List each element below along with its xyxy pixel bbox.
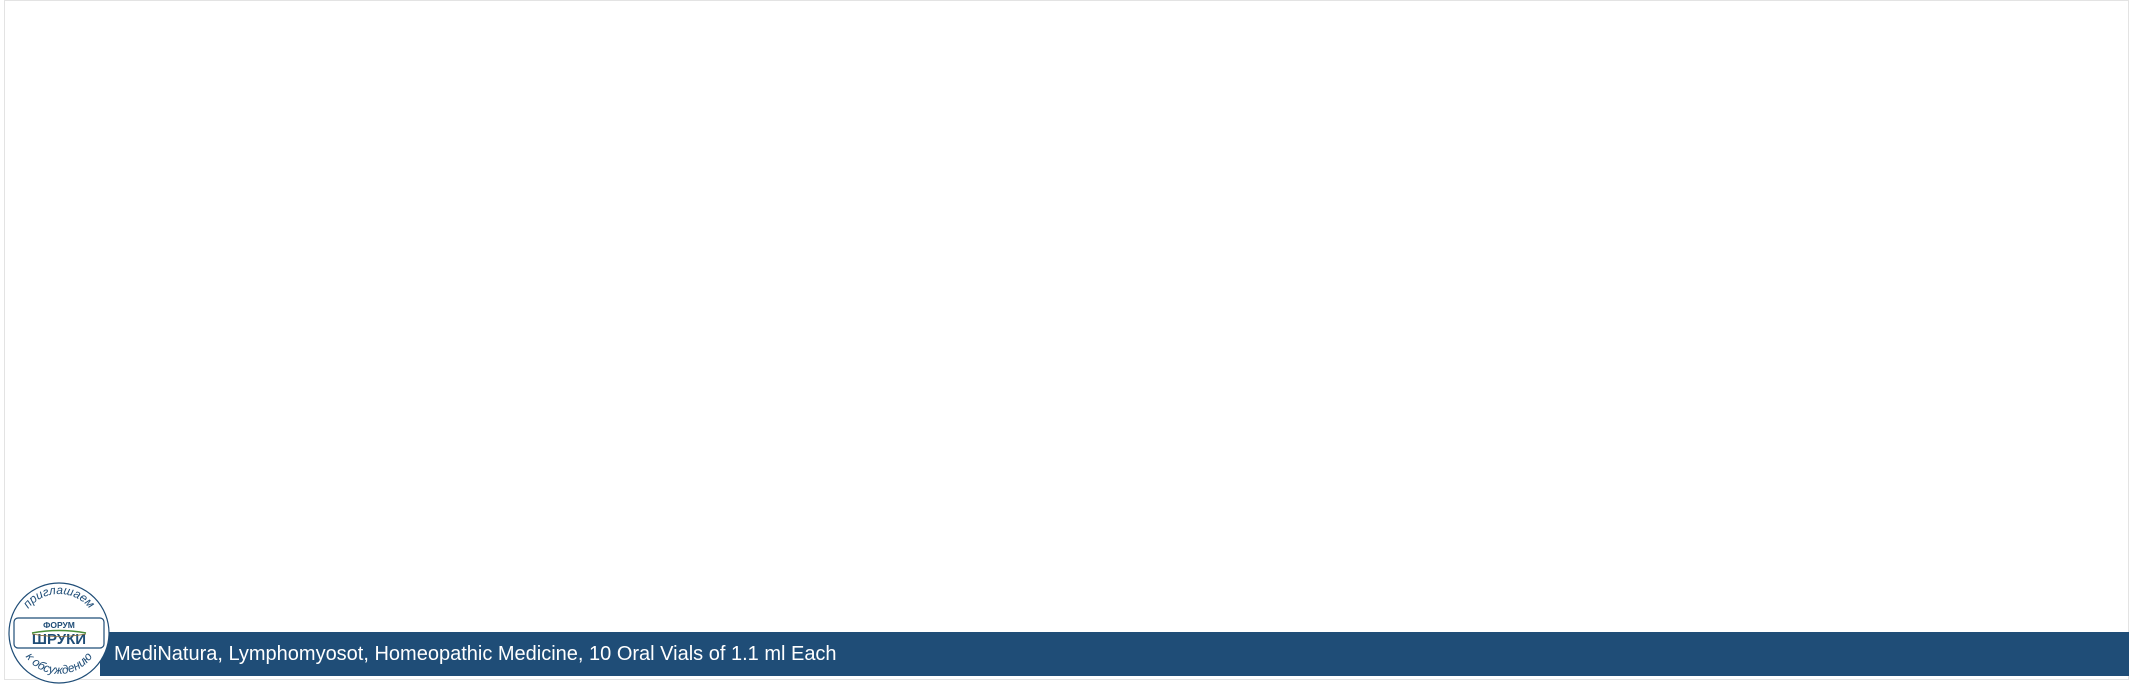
product-title-bar: MediNatura, Lymphomyosot, Homeopathic Me… [100, 632, 2129, 676]
content-frame [4, 0, 2129, 680]
forum-badge-icon: приглашаем к обсуждению ФОРУМ ШРУКИ [4, 578, 114, 688]
product-title-text: MediNatura, Lymphomyosot, Homeopathic Me… [114, 643, 837, 666]
badge-large-label: ШРУКИ [32, 631, 86, 648]
badge-small-label: ФОРУМ [43, 620, 75, 630]
forum-invite-badge[interactable]: приглашаем к обсуждению ФОРУМ ШРУКИ [4, 578, 114, 688]
